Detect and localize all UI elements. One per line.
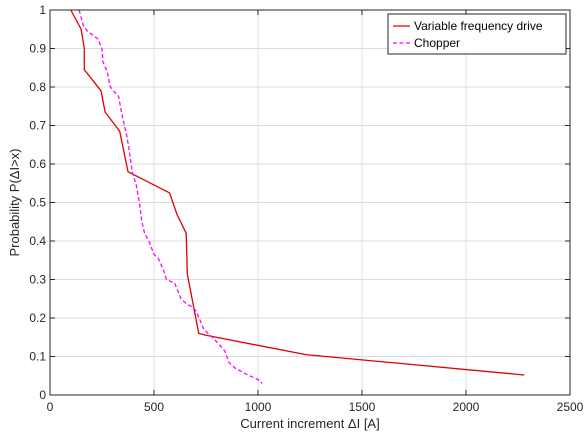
x-tick-label: 2500 [557, 400, 584, 414]
legend-label-chopper: Chopper [414, 36, 460, 50]
y-tick-label: 0.5 [29, 196, 46, 210]
y-tick-label: 1 [39, 3, 46, 17]
y-tick-label: 0.7 [29, 119, 46, 133]
legend-label-vfd: Variable frequency drive [414, 19, 543, 33]
x-axis-label: Current increment ΔI [A] [240, 416, 379, 431]
y-tick-label: 0.1 [29, 350, 46, 364]
x-tick-label: 1000 [245, 400, 272, 414]
y-axis-label: Probability P(ΔI>x) [7, 148, 22, 256]
ticks: 0 500 1000 1500 2000 2500 0 0.1 0.2 0.3 0.4 0.5 0.6 0… [29, 3, 583, 414]
legend-box [387, 13, 567, 55]
series-line-vfd [70, 9, 525, 376]
y-tick-label: 0.8 [29, 80, 46, 94]
x-tick-label: 500 [144, 400, 164, 414]
x-tick-label: 1500 [349, 400, 376, 414]
y-tick-label: 0 [39, 388, 46, 402]
y-tick-label: 0.4 [29, 234, 46, 248]
series-line-chopper [78, 9, 263, 384]
x-tick-label: 0 [47, 400, 54, 414]
y-tick-label: 0.9 [29, 42, 46, 56]
y-tick-label: 0.2 [29, 311, 46, 325]
series-layer [70, 9, 525, 384]
x-tick-label: 2000 [453, 400, 480, 414]
y-tick-label: 0.3 [29, 273, 46, 287]
legend: Variable frequency drive Chopper [387, 13, 567, 55]
y-tick-label: 0.6 [29, 157, 46, 171]
